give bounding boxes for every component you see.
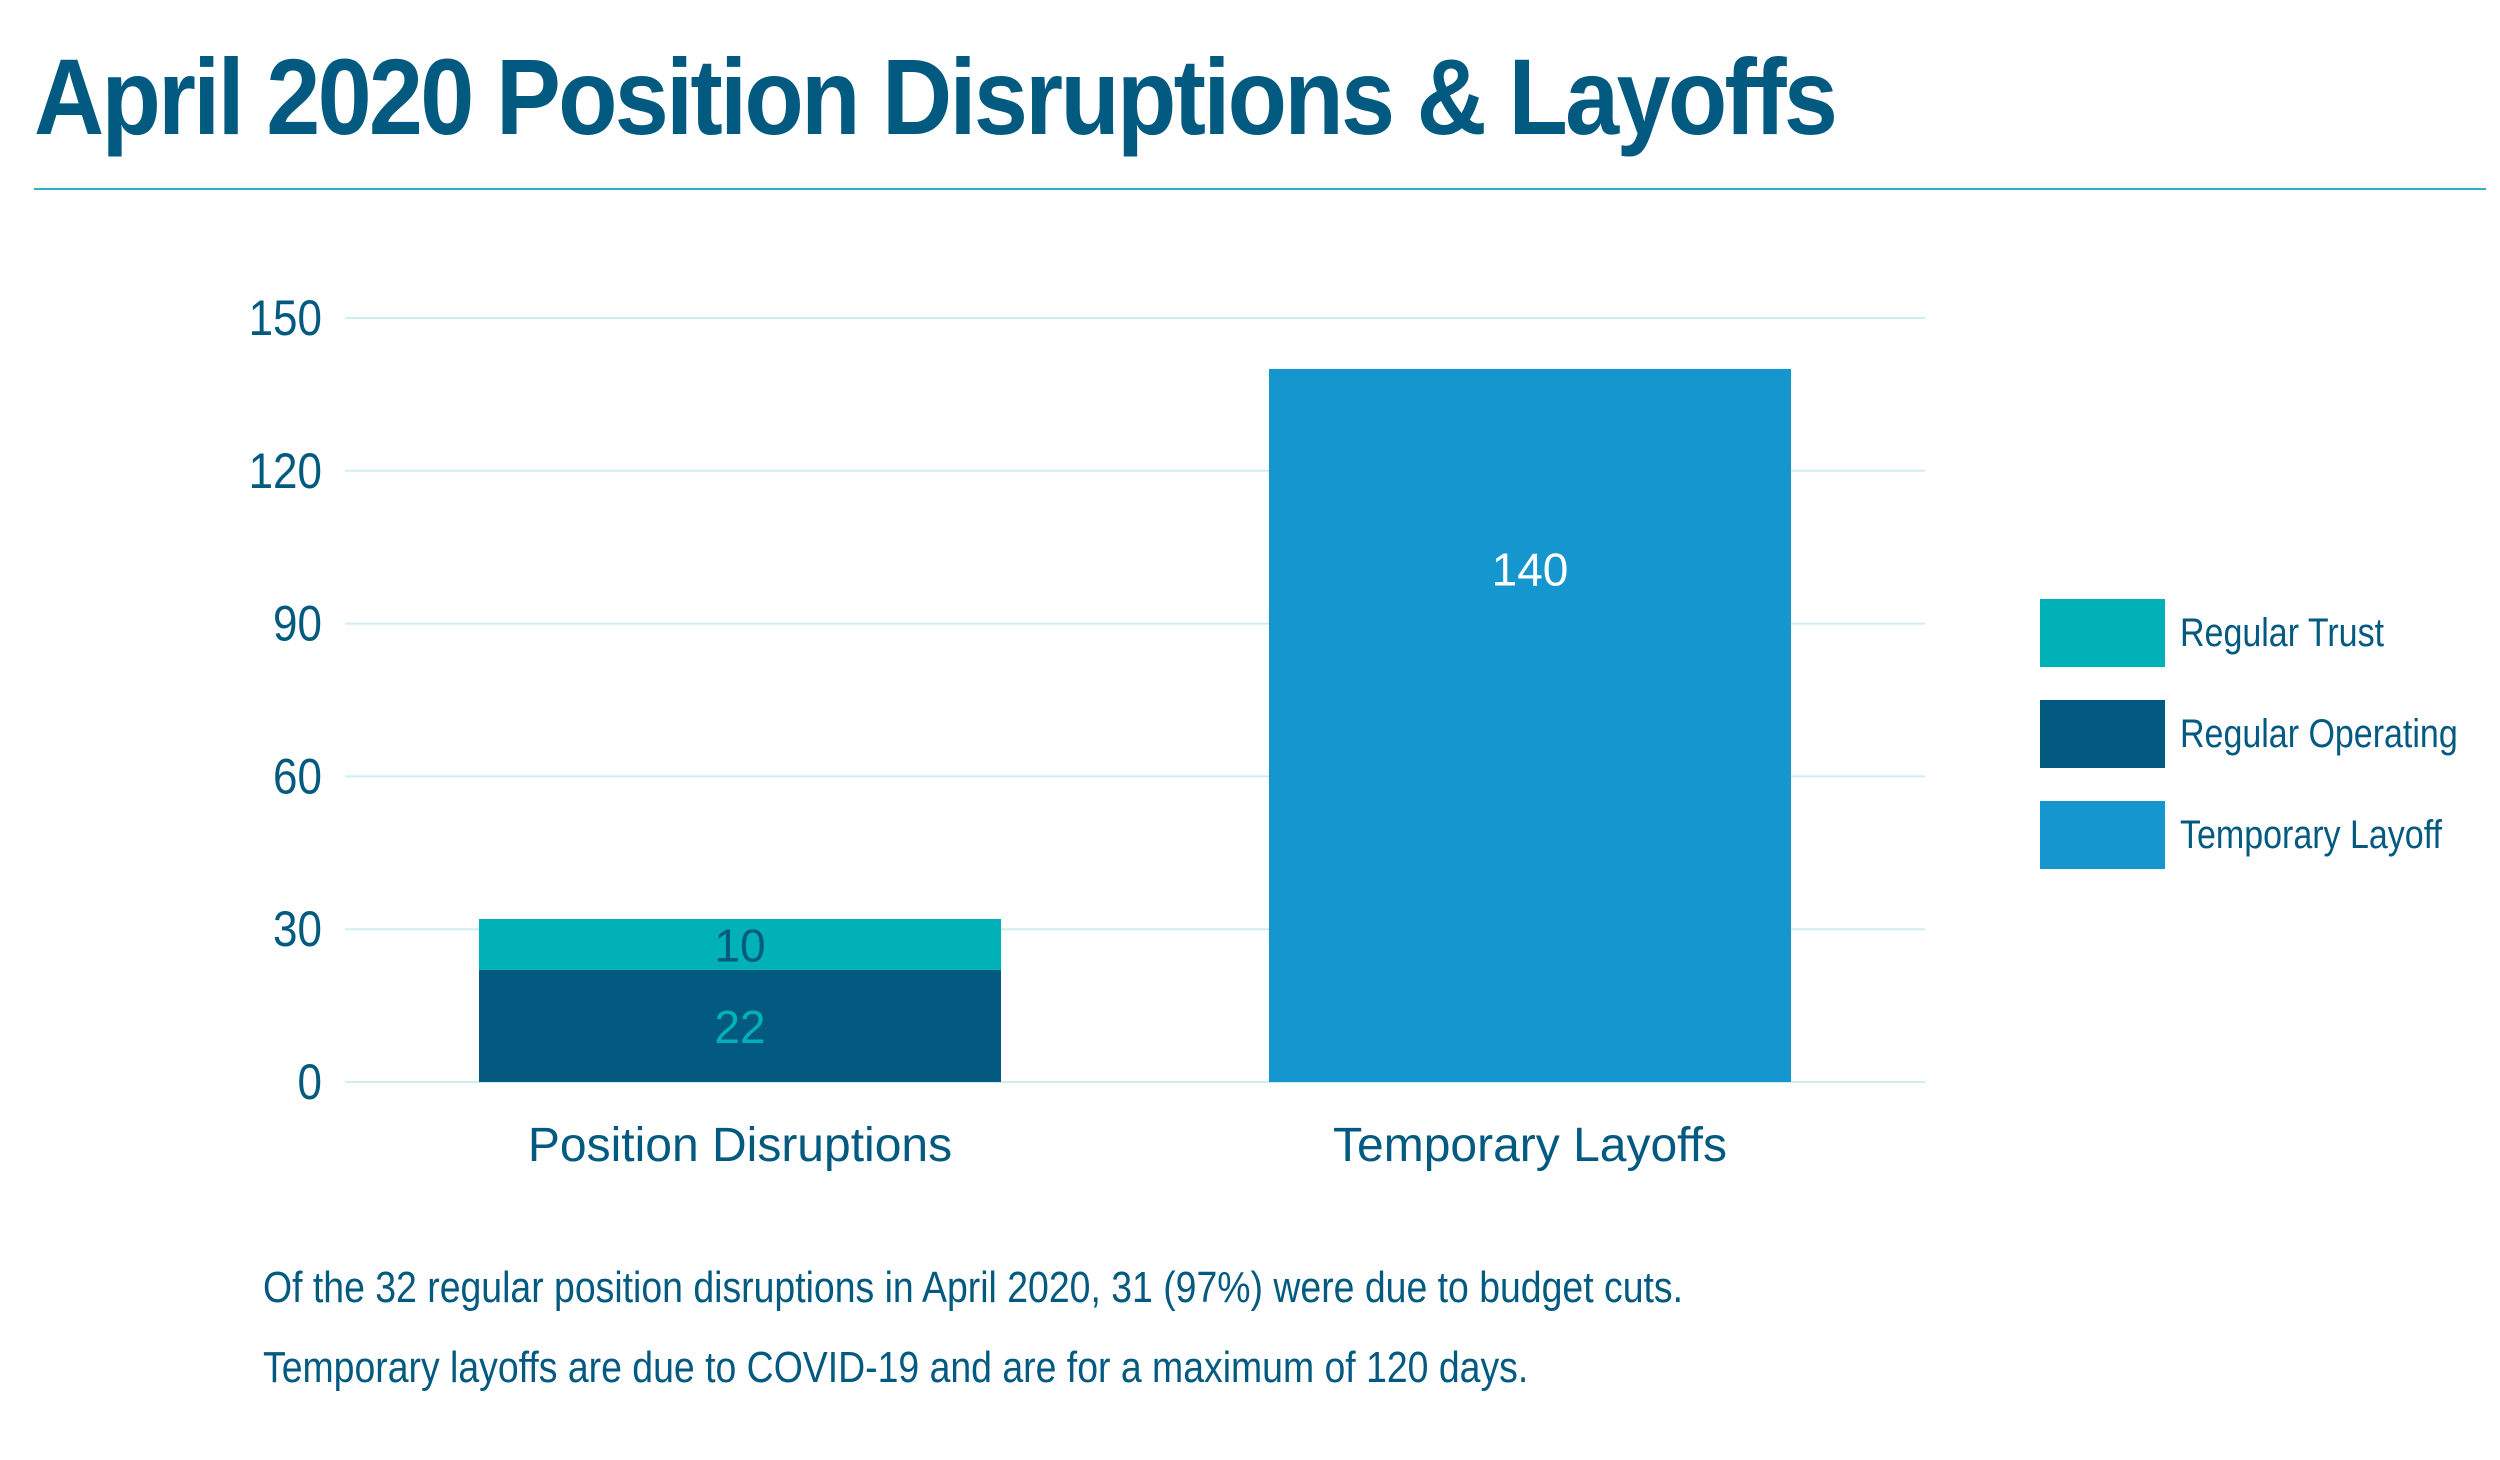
y-axis: 0 30 60 90 120 150 bbox=[249, 289, 322, 1109]
bar-position-disruptions-regular-trust bbox=[479, 919, 1001, 970]
bar-temporary-layoffs-temporary-layoff bbox=[1269, 368, 1791, 1082]
data-label-regular-operating: 22 bbox=[714, 1001, 765, 1053]
data-labels: 22 10 140 bbox=[714, 543, 1568, 1053]
y-tick-label: 60 bbox=[273, 748, 322, 804]
bar-position-disruptions-regular-operating bbox=[479, 969, 1001, 1082]
footnote-budget-cuts: Of the 32 regular position disruptions i… bbox=[263, 1263, 1683, 1312]
page-title: April 2020 Position Disruptions & Layoff… bbox=[34, 36, 1838, 157]
data-label-regular-trust: 10 bbox=[714, 919, 765, 971]
y-tick-label: 120 bbox=[249, 442, 322, 498]
x-tick-label-temporary-layoffs: Temporary Layoffs bbox=[1333, 1119, 1727, 1172]
y-tick-label: 90 bbox=[273, 595, 322, 651]
x-axis: Position Disruptions Temporary Layoffs bbox=[528, 1119, 1727, 1172]
legend-swatch-regular-trust bbox=[2040, 599, 2165, 667]
y-tick-label: 30 bbox=[273, 901, 322, 957]
title-divider bbox=[34, 188, 2486, 190]
legend-label-regular-operating: Regular Operating bbox=[2180, 710, 2458, 755]
x-tick-label-position-disruptions: Position Disruptions bbox=[528, 1119, 952, 1172]
data-label-temporary-layoff: 140 bbox=[1492, 543, 1569, 595]
bars bbox=[479, 368, 1791, 1082]
y-tick-label: 0 bbox=[298, 1053, 322, 1109]
y-tick-label: 150 bbox=[249, 289, 322, 345]
legend-swatch-regular-operating bbox=[2040, 700, 2165, 768]
legend-swatch-temporary-layoff bbox=[2040, 801, 2165, 869]
legend-label-regular-trust: Regular Trust bbox=[2180, 609, 2385, 654]
legend: Regular Trust Regular Operating Temporary … bbox=[2040, 599, 2458, 869]
legend-label-temporary-layoff: Temporary Layoff bbox=[2180, 811, 2443, 856]
footnote-covid-layoffs: Temporary layoffs are due to COVID-19 an… bbox=[263, 1343, 1529, 1392]
